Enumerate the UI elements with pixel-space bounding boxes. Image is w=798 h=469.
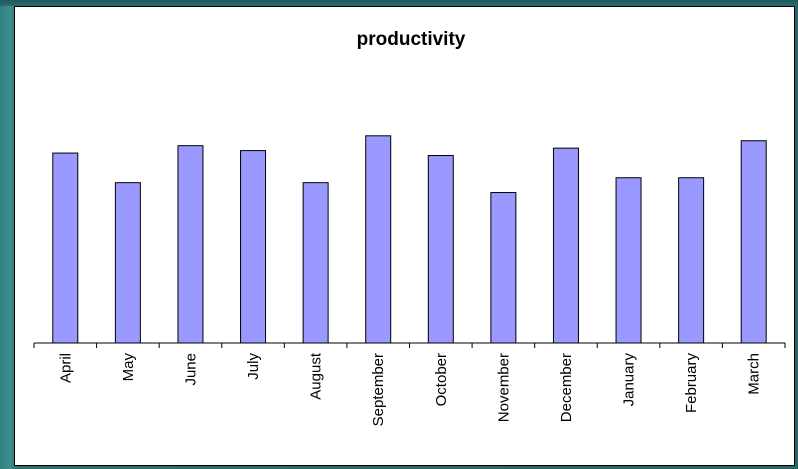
bar-chart: productivity April May June July August Septe… [33,29,786,426]
x-tick-label-november: November [495,353,512,422]
chart-panel: productivity April May June July August Septe… [14,6,795,466]
x-tick-label-october: October [433,353,450,406]
bars-group [52,135,767,344]
bar-september [365,135,392,344]
bar-february [678,177,705,344]
x-tick-label-may: May [120,353,137,382]
x-tick-label-december: December [558,353,575,422]
x-tick-label-february: February [683,353,700,414]
x-tick-label-august: August [308,352,325,400]
bar-november [490,192,517,344]
bar-january [615,177,642,344]
x-tick-label-april: April [57,353,74,383]
x-tick-labels-group: April May June July August September October No… [57,352,762,426]
bar-march [740,140,767,344]
chart-title: productivity [357,29,466,50]
bar-july [240,150,267,344]
x-tick-label-july: July [245,353,262,380]
bar-april [52,152,79,344]
x-tick-label-january: January [621,353,638,407]
bar-june [177,145,204,344]
bar-december [552,147,579,344]
bar-august [302,182,329,344]
x-tick-label-march: March [746,353,763,395]
slide-frame-top [0,0,798,6]
x-tick-label-september: September [370,353,387,426]
x-ticks-group [33,343,786,348]
x-tick-label-june: June [182,353,199,386]
bar-october [427,155,454,344]
bar-may [114,182,141,344]
